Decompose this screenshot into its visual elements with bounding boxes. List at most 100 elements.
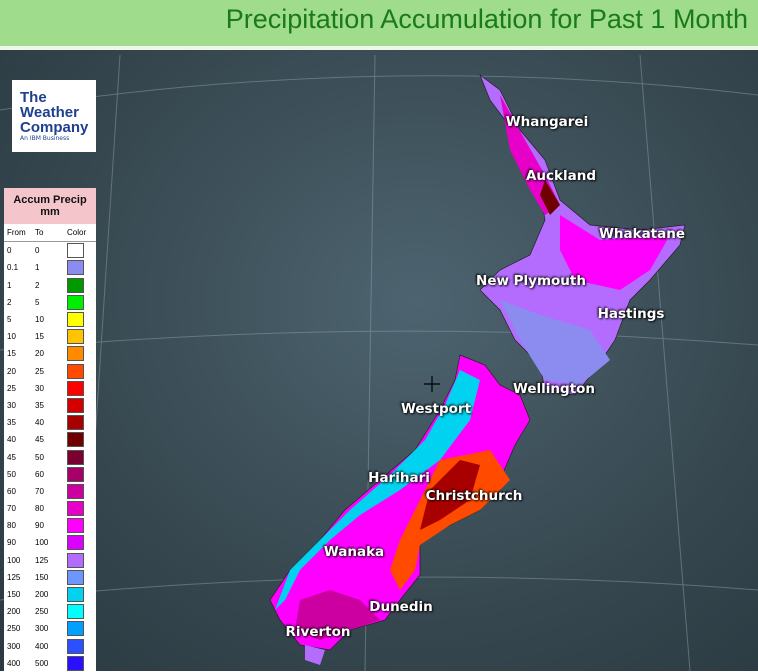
legend-row: 125 150 bbox=[4, 569, 96, 586]
legend-from: 200 bbox=[7, 607, 21, 617]
legend-swatch bbox=[67, 638, 84, 654]
legend-swatch bbox=[67, 397, 84, 413]
city-label: Wanaka bbox=[323, 544, 385, 560]
legend-from: 45 bbox=[7, 452, 16, 462]
legend-from: 10 bbox=[7, 332, 16, 342]
legend-to: 70 bbox=[35, 486, 44, 496]
legend-to: 90 bbox=[35, 521, 44, 531]
legend-swatch bbox=[67, 466, 84, 482]
legend-from: 400 bbox=[7, 658, 21, 668]
legend-row: 5 10 bbox=[4, 311, 96, 328]
city-label: Riverton bbox=[285, 624, 351, 640]
legend-to: 5 bbox=[35, 297, 40, 307]
legend: Accum Precip mm From To Color 0 0 0.1 1 1 2 2 5… bbox=[4, 188, 96, 672]
legend-row: 40 45 bbox=[4, 431, 96, 448]
legend-swatch bbox=[67, 380, 84, 396]
legend-from: 250 bbox=[7, 624, 21, 634]
legend-from: 2 bbox=[7, 297, 12, 307]
city-label: Wellington bbox=[512, 381, 596, 397]
legend-swatch bbox=[67, 294, 84, 310]
legend-swatch bbox=[67, 277, 84, 293]
legend-from: 70 bbox=[7, 504, 16, 514]
legend-row: 200 250 bbox=[4, 603, 96, 620]
city-label: Whakatane bbox=[598, 226, 686, 242]
legend-row: 25 30 bbox=[4, 380, 96, 397]
legend-header-cell: From bbox=[7, 228, 26, 238]
legend-swatch bbox=[67, 518, 84, 534]
legend-from: 150 bbox=[7, 590, 21, 600]
legend-to: 2 bbox=[35, 280, 40, 290]
city-label: Christchurch bbox=[425, 488, 523, 504]
legend-swatch bbox=[67, 483, 84, 499]
legend-row: 50 60 bbox=[4, 466, 96, 483]
legend-to: 15 bbox=[35, 332, 44, 342]
legend-from: 35 bbox=[7, 418, 16, 428]
legend-from: 60 bbox=[7, 486, 16, 496]
legend-swatch bbox=[67, 432, 84, 448]
legend-from: 5 bbox=[7, 315, 12, 325]
legend-from: 125 bbox=[7, 572, 21, 582]
legend-row: 60 70 bbox=[4, 483, 96, 500]
legend-to: 100 bbox=[35, 538, 49, 548]
logo-tagline: An IBM Business bbox=[20, 135, 70, 142]
legend-row: 250 300 bbox=[4, 620, 96, 637]
legend-row: 70 80 bbox=[4, 500, 96, 517]
city-label: Harihari bbox=[368, 470, 430, 486]
legend-row: 35 40 bbox=[4, 414, 96, 431]
legend-swatch bbox=[67, 415, 84, 431]
legend-swatch bbox=[67, 552, 84, 568]
legend-to: 25 bbox=[35, 366, 44, 376]
legend-to: 50 bbox=[35, 452, 44, 462]
legend-swatch bbox=[67, 587, 84, 603]
legend-to: 10 bbox=[35, 315, 44, 325]
legend-row: 300 400 bbox=[4, 638, 96, 655]
legend-header: From To Color bbox=[4, 224, 96, 243]
header: Precipitation Accumulation for Past 1 Mo… bbox=[0, 0, 758, 50]
legend-from: 1 bbox=[7, 280, 12, 290]
legend-from: 0 bbox=[7, 246, 12, 256]
legend-from: 0.1 bbox=[7, 263, 19, 273]
legend-to: 0 bbox=[35, 246, 40, 256]
city-label: New Plymouth bbox=[476, 273, 586, 289]
legend-header-cell: Color bbox=[67, 228, 87, 238]
legend-to: 250 bbox=[35, 607, 49, 617]
legend-to: 60 bbox=[35, 469, 44, 479]
legend-swatch bbox=[67, 312, 84, 328]
city-label: Auckland bbox=[525, 168, 597, 184]
legend-to: 500 bbox=[35, 658, 49, 668]
legend-swatch bbox=[67, 363, 84, 379]
legend-swatch bbox=[67, 346, 84, 362]
legend-header-cell: To bbox=[35, 228, 44, 238]
legend-from: 80 bbox=[7, 521, 16, 531]
legend-from: 100 bbox=[7, 555, 21, 565]
legend-swatch bbox=[67, 260, 84, 276]
legend-from: 300 bbox=[7, 641, 21, 651]
legend-row: 15 20 bbox=[4, 345, 96, 362]
legend-swatch bbox=[67, 535, 84, 551]
legend-from: 25 bbox=[7, 383, 16, 393]
legend-to: 40 bbox=[35, 418, 44, 428]
logo-line: The bbox=[20, 89, 47, 106]
legend-to: 20 bbox=[35, 349, 44, 359]
legend-row: 90 100 bbox=[4, 534, 96, 551]
legend-to: 150 bbox=[35, 572, 49, 582]
legend-row: 150 200 bbox=[4, 586, 96, 603]
legend-row: 20 25 bbox=[4, 363, 96, 380]
legend-swatch bbox=[67, 569, 84, 585]
city-label: Whangarei bbox=[505, 114, 589, 130]
legend-from: 20 bbox=[7, 366, 16, 376]
legend-to: 30 bbox=[35, 383, 44, 393]
legend-title: Accum Precip mm bbox=[4, 188, 96, 224]
legend-swatch bbox=[67, 655, 84, 671]
legend-to: 80 bbox=[35, 504, 44, 514]
legend-row: 100 125 bbox=[4, 552, 96, 569]
legend-swatch bbox=[67, 243, 84, 259]
legend-swatch bbox=[67, 329, 84, 345]
legend-from: 30 bbox=[7, 400, 16, 410]
legend-from: 15 bbox=[7, 349, 16, 359]
